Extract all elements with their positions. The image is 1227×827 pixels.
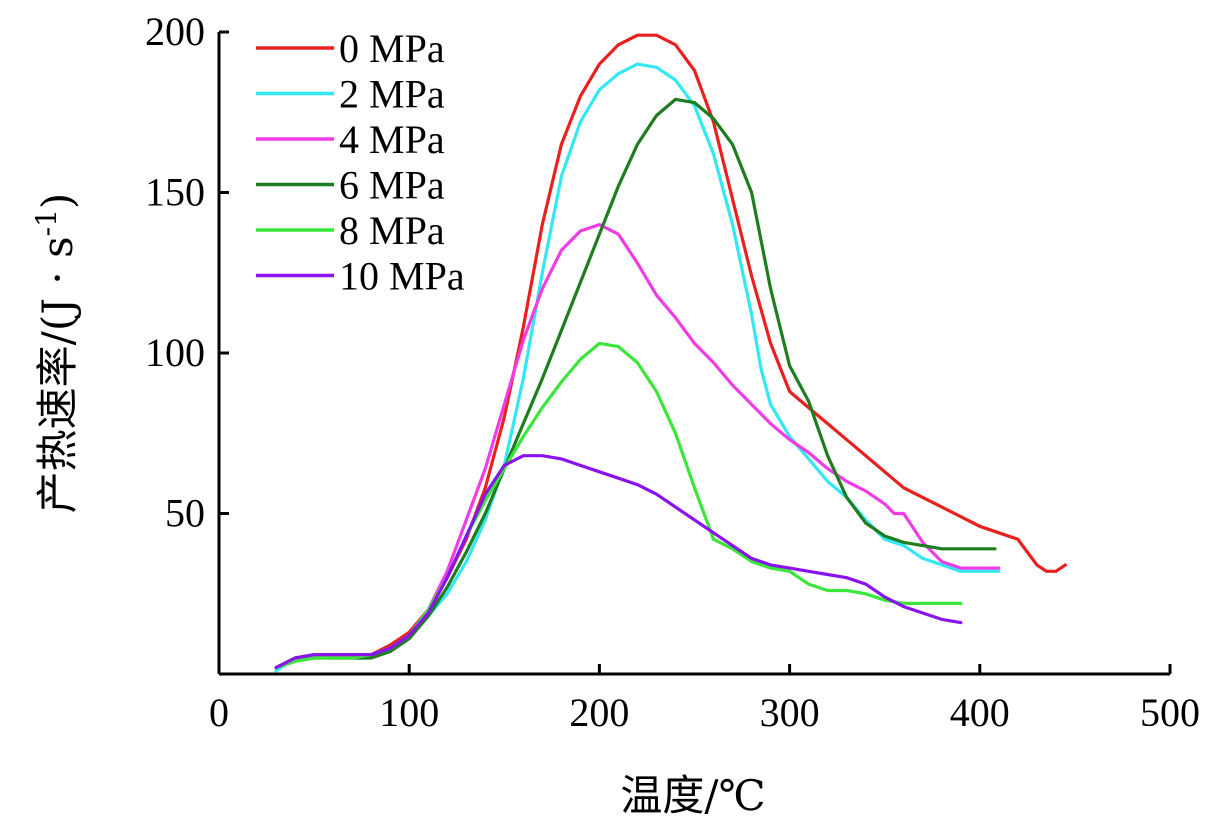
x-tick-label: 200: [569, 690, 629, 735]
y-tick-label: 50: [165, 491, 205, 536]
series-lines: [274, 33, 1068, 673]
x-axis-label: 温度/℃: [620, 771, 765, 820]
series-line-8-mpa: [274, 341, 963, 670]
axes: [217, 30, 1172, 676]
y-axis-label-close: ): [33, 193, 82, 209]
legend-label: 8 MPa: [339, 208, 445, 253]
legend-label: 2 MPa: [339, 72, 445, 117]
y-tick-label: 150: [145, 170, 205, 215]
y-tick-label: 200: [145, 9, 205, 54]
y-axis-label: 产热速率/(J · s-1): [30, 193, 82, 514]
x-tick-label: 500: [1140, 690, 1200, 735]
series-line-10-mpa: [274, 454, 963, 670]
legend-label: 0 MPa: [339, 26, 445, 71]
y-axis-label-superscript: -1: [30, 209, 63, 236]
legend-label: 6 MPa: [339, 163, 445, 208]
svg-text:产热速率/(J · s-1): 产热速率/(J · s-1): [30, 193, 82, 514]
x-tick-label: 400: [950, 690, 1010, 735]
x-tick-label: 300: [760, 690, 820, 735]
y-axis-label-main: 产热速率/(J · s: [33, 236, 82, 513]
x-tick-label: 0: [209, 690, 229, 735]
legend-label: 10 MPa: [339, 254, 465, 299]
x-tick-label: 100: [379, 690, 439, 735]
legend-label: 4 MPa: [339, 117, 445, 162]
y-tick-label: 100: [145, 330, 205, 375]
series-line-6-mpa: [274, 97, 997, 670]
tick-labels: 0 100 200 300 400 500 50 100 150 200: [145, 9, 1200, 735]
